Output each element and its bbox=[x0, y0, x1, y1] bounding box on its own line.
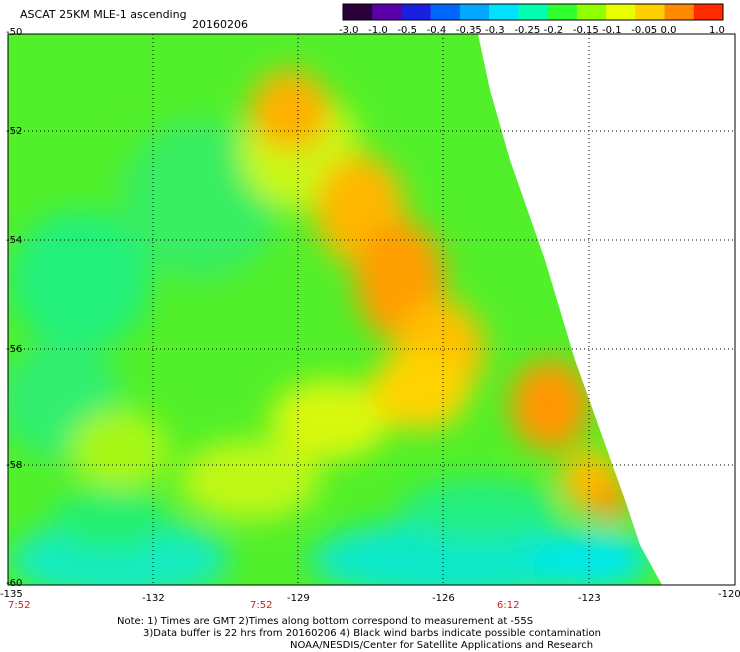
swath-field bbox=[8, 34, 662, 585]
y-tick-label: -52 bbox=[6, 126, 23, 137]
product-date: 20160206 bbox=[192, 18, 248, 31]
x-tick-label: -132 bbox=[142, 593, 165, 604]
x-tick-label: -129 bbox=[287, 593, 310, 604]
colorbar-label: -0.4 bbox=[426, 25, 447, 36]
note-line-1: Note: 1) Times are GMT 2)Times along bot… bbox=[117, 616, 534, 627]
colorbar-label: -1.0 bbox=[368, 25, 388, 36]
colorbar-frame bbox=[342, 3, 724, 21]
colorbar-swatch bbox=[430, 4, 461, 20]
colorbar-label: 1.0 bbox=[709, 25, 725, 36]
colorbar-swatch bbox=[372, 4, 402, 20]
colorbar-label: -0.25 bbox=[514, 25, 541, 36]
y-tick-label: -50 bbox=[6, 27, 23, 38]
y-tick-label: -58 bbox=[6, 460, 23, 471]
colorbar-label: 0.0 bbox=[660, 25, 677, 36]
plot-frame bbox=[7, 33, 736, 586]
colorbar-label: -0.5 bbox=[397, 25, 417, 36]
colorbar-swatch bbox=[518, 4, 549, 20]
colorbar-swatch bbox=[693, 4, 724, 20]
x-tick-label: -120 bbox=[718, 589, 740, 600]
colorbar-swatch bbox=[635, 4, 666, 20]
colorbar-swatch bbox=[576, 4, 607, 20]
colorbar-swatch bbox=[401, 4, 432, 20]
colorbar-label: -0.35 bbox=[455, 25, 482, 36]
time-label: 7:52 bbox=[8, 600, 31, 611]
product-title: ASCAT 25KM MLE-1 ascending bbox=[20, 8, 187, 21]
colorbar-label: -3.0 bbox=[339, 25, 359, 36]
y-tick-label: -60 bbox=[6, 578, 23, 589]
colorbar-label: -0.2 bbox=[543, 25, 564, 36]
x-tick-label: -135 bbox=[0, 589, 23, 600]
colorbar-label: -0.3 bbox=[485, 25, 505, 36]
colorbar-swatch bbox=[489, 4, 519, 20]
y-tick-label: -54 bbox=[6, 235, 23, 246]
colorbar-swatch bbox=[547, 4, 578, 20]
colorbar-label: -0.05 bbox=[631, 25, 658, 36]
time-label: 7:52 bbox=[250, 600, 273, 611]
colorbar-swatch bbox=[459, 4, 490, 20]
time-label: 6:12 bbox=[497, 600, 520, 611]
colorbar-swatch bbox=[343, 4, 373, 20]
y-tick-label: -56 bbox=[6, 344, 23, 355]
colorbar-swatch bbox=[664, 4, 695, 20]
x-tick-label: -123 bbox=[578, 593, 601, 604]
colorbar-label: -0.1 bbox=[602, 25, 622, 36]
colorbar-label: -0.15 bbox=[572, 25, 599, 36]
note-line-2: 3)Data buffer is 22 hrs from 20160206 4)… bbox=[143, 628, 601, 639]
colorbar bbox=[343, 4, 724, 20]
x-tick-label: -126 bbox=[432, 593, 455, 604]
colorbar-swatch bbox=[606, 4, 636, 20]
note-line-3: NOAA/NESDIS/Center for Satellite Applica… bbox=[290, 640, 594, 651]
